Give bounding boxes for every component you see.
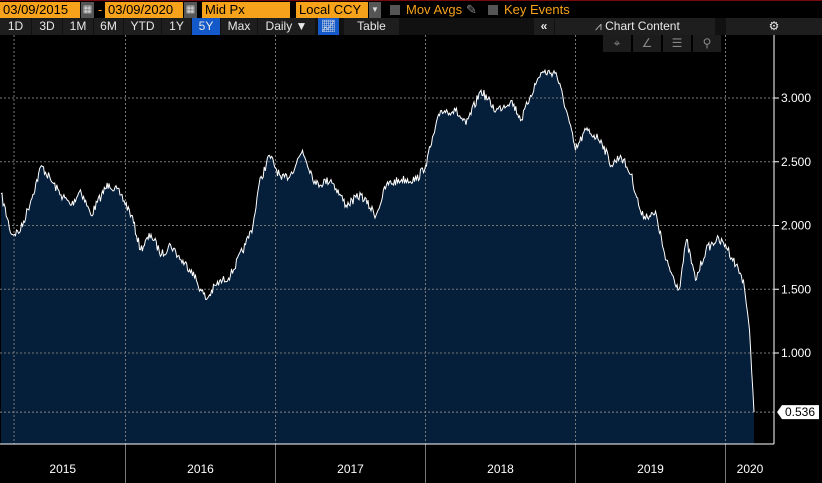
draw-line-icon[interactable]: ∠ bbox=[633, 35, 661, 52]
range-3d[interactable]: 3D bbox=[32, 18, 62, 35]
last-value-label: 0.536 bbox=[785, 405, 815, 419]
x-tick-label: 2016 bbox=[187, 462, 214, 476]
axes: 1.000 1.500 2.000 2.500 3.000 2015 2016 2017 201… bbox=[0, 35, 819, 483]
start-date-field[interactable]: 03/09/2015 bbox=[0, 2, 80, 18]
range-5y[interactable]: 5Y bbox=[192, 18, 220, 35]
chart-content-label: Chart Content bbox=[605, 19, 680, 33]
table-button[interactable]: Table bbox=[344, 18, 399, 35]
range-1d[interactable]: 1D bbox=[0, 18, 31, 35]
y-tick-label: 3.000 bbox=[781, 91, 811, 105]
pencil-icon[interactable]: ✎ bbox=[466, 2, 477, 17]
price-line bbox=[0, 68, 755, 413]
y-tick-label: 2.000 bbox=[781, 219, 811, 233]
x-tick-label: 2018 bbox=[487, 462, 514, 476]
last-value-badge bbox=[777, 405, 819, 420]
grid bbox=[0, 35, 774, 444]
calendar-icon[interactable]: ▦ bbox=[184, 2, 197, 18]
legend-icon[interactable]: ☰ bbox=[663, 35, 691, 52]
collapse-button[interactable]: « bbox=[534, 18, 554, 35]
toolbar-top: 03/09/2015 ▦ - 03/09/2020 ▦ Mid Px Local… bbox=[0, 0, 822, 18]
x-tick-label: 2017 bbox=[337, 462, 364, 476]
field-selector[interactable]: Mid Px bbox=[202, 2, 290, 18]
mov-avgs-checkbox[interactable] bbox=[390, 5, 400, 15]
y-tick-label: 1.000 bbox=[781, 346, 811, 360]
frequency-dropdown[interactable]: Daily ▼ bbox=[258, 18, 315, 35]
x-tick-label: 2019 bbox=[637, 462, 664, 476]
range-ytd[interactable]: YTD bbox=[124, 18, 161, 35]
mov-avgs-label[interactable]: Mov Avgs bbox=[406, 2, 463, 17]
key-events-label[interactable]: Key Events bbox=[504, 2, 570, 17]
x-tick-label: 2020 bbox=[737, 462, 764, 476]
line-chart-icon[interactable]: 📈︎ bbox=[318, 18, 339, 35]
y-tick-label: 1.500 bbox=[781, 282, 811, 296]
dropdown-arrow-icon[interactable]: ▼ bbox=[369, 2, 381, 18]
x-tick-label: 2015 bbox=[49, 462, 76, 476]
settings-gear-icon[interactable]: ⚙ bbox=[726, 18, 822, 35]
range-1m[interactable]: 1M bbox=[63, 18, 93, 35]
price-area bbox=[1, 70, 754, 444]
chart-icon: ⩘ bbox=[595, 19, 606, 33]
calendar-icon[interactable]: ▦ bbox=[81, 2, 94, 18]
chart-content-button[interactable]: ⩘ Chart Content bbox=[555, 18, 715, 35]
range-6m[interactable]: 6M bbox=[94, 18, 123, 35]
toolbar-ranges: 1D 3D 1M 6M YTD 1Y 5Y Max Daily ▼ 📈︎ Tab… bbox=[0, 18, 822, 35]
y-tick-label: 2.500 bbox=[781, 155, 811, 169]
range-1y[interactable]: 1Y bbox=[162, 18, 191, 35]
crosshair-icon[interactable]: ⌖ bbox=[603, 35, 631, 52]
end-date-field[interactable]: 03/09/2020 bbox=[105, 2, 183, 18]
currency-selector[interactable]: Local CCY bbox=[296, 2, 368, 18]
date-separator: - bbox=[98, 2, 103, 17]
range-max[interactable]: Max bbox=[221, 18, 257, 35]
zoom-icon[interactable]: ⚲ bbox=[693, 35, 721, 52]
key-events-checkbox[interactable] bbox=[488, 5, 498, 15]
